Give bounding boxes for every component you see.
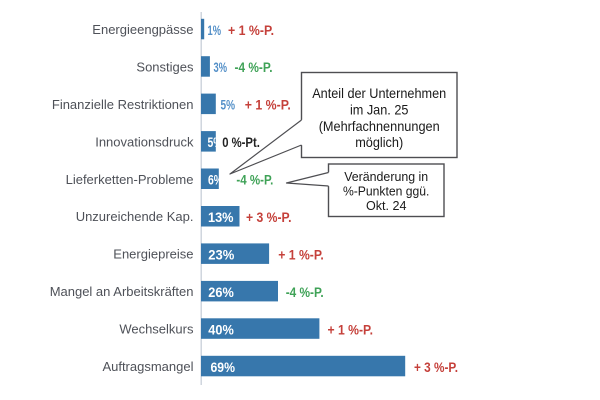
svg-text:40%: 40% <box>208 322 234 337</box>
svg-text:Innovationsdruck: Innovationsdruck <box>95 134 194 149</box>
svg-text:Veränderung in: Veränderung in <box>344 169 428 184</box>
svg-text:+ 1 %-P.: + 1 %-P. <box>245 98 291 113</box>
svg-text:Energiepreise: Energiepreise <box>113 247 193 262</box>
svg-text:-4 %-P.: -4 %-P. <box>235 60 273 75</box>
svg-text:-4 %-P.: -4 %-P. <box>236 173 273 188</box>
svg-text:Auftragsmangel: Auftragsmangel <box>102 359 193 374</box>
svg-text:23%: 23% <box>208 248 234 263</box>
svg-text:+ 3 %-P.: + 3 %-P. <box>414 360 458 375</box>
svg-text:im Jan. 25: im Jan. 25 <box>350 101 409 117</box>
svg-text:5%: 5% <box>208 135 223 150</box>
svg-text:+ 1 %-P.: + 1 %-P. <box>328 322 374 337</box>
svg-text:5%: 5% <box>221 98 236 113</box>
svg-text:1%: 1% <box>208 23 222 38</box>
svg-text:Wechselkurs: Wechselkurs <box>119 322 194 337</box>
svg-text:(Mehrfachnennungen: (Mehrfachnennungen <box>319 118 440 134</box>
svg-text:Anteil der Unternehmen: Anteil der Unternehmen <box>312 85 446 101</box>
svg-text:13%: 13% <box>208 210 234 225</box>
svg-text:Unzureichende Kap.: Unzureichende Kap. <box>76 209 194 224</box>
svg-text:+ 1 %-P.: + 1 %-P. <box>278 248 324 263</box>
svg-text:+ 1 %-P.: + 1 %-P. <box>228 23 274 38</box>
svg-text:6%: 6% <box>208 173 223 188</box>
svg-text:Okt. 24: Okt. 24 <box>366 198 407 213</box>
svg-text:%-Punkten ggü.: %-Punkten ggü. <box>343 183 430 198</box>
svg-text:Finanzielle Restriktionen: Finanzielle Restriktionen <box>52 97 194 112</box>
svg-text:Lieferketten-Probleme: Lieferketten-Probleme <box>66 172 194 187</box>
svg-text:-4 %-P.: -4 %-P. <box>286 285 324 300</box>
svg-text:Sonstiges: Sonstiges <box>136 59 194 74</box>
svg-text:Energieengpässe: Energieengpässe <box>92 22 193 37</box>
svg-text:69%: 69% <box>211 360 236 375</box>
svg-text:möglich): möglich) <box>355 134 403 150</box>
svg-text:26%: 26% <box>208 285 234 300</box>
svg-text:+ 3 %-P.: + 3 %-P. <box>246 210 292 225</box>
svg-text:0 %-Pt.: 0 %-Pt. <box>222 135 260 150</box>
svg-text:3%: 3% <box>214 60 228 75</box>
svg-text:Mangel an Arbeitskräften: Mangel an Arbeitskräften <box>50 284 194 299</box>
